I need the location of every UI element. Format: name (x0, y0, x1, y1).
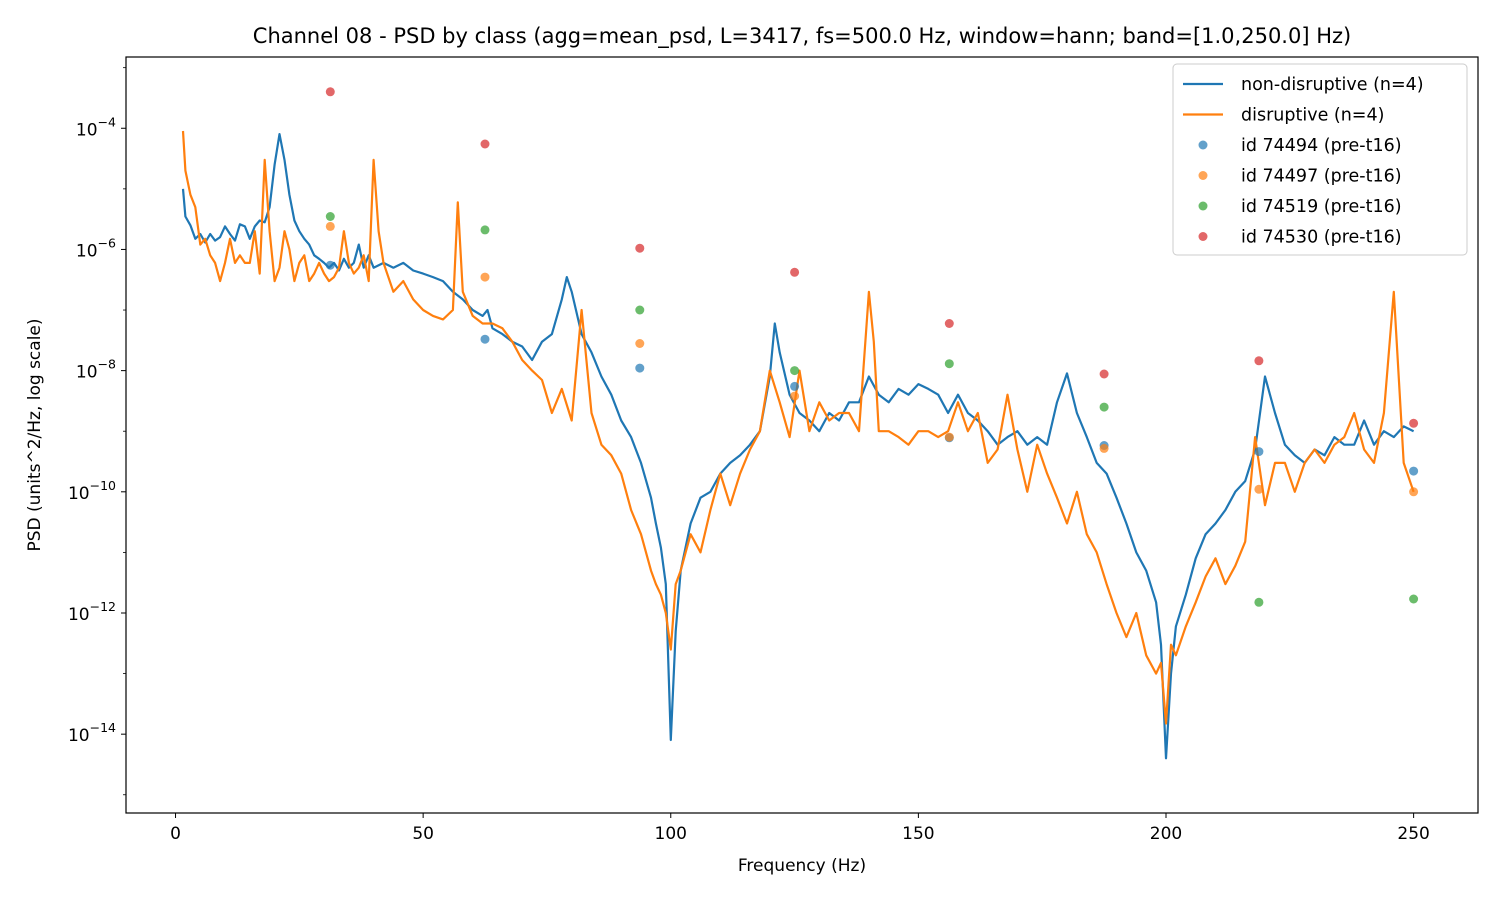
plot-frame (125, 56, 1479, 814)
legend-label-1: disruptive (n=4) (1241, 106, 1384, 126)
scatter-point-1-4 (944, 432, 954, 442)
scatter-point-1-5 (1099, 443, 1109, 453)
y-tick-label-5: 10−4 (76, 114, 116, 140)
scatter-point-0-6 (1254, 447, 1264, 457)
x-tick-label-1: 50 (412, 824, 434, 844)
scatter-point-3-2 (635, 243, 645, 253)
x-tick-label-3: 150 (902, 824, 934, 844)
legend-label-2: id 74494 (pre-t16) (1241, 136, 1402, 156)
scatter-point-3-3 (790, 267, 800, 277)
scatter-point-2-7 (1409, 594, 1419, 604)
scatter-point-3-0 (325, 87, 335, 97)
y-tick-label-1: 10−12 (68, 599, 116, 625)
chart-title: Channel 08 - PSD by class (agg=mean_psd,… (253, 24, 1351, 49)
legend-swatch-2 (1198, 140, 1208, 150)
scatter-layer (325, 87, 1419, 607)
scatter-point-1-0 (325, 221, 335, 231)
scatter-point-2-2 (635, 305, 645, 315)
x-tick-label-5: 250 (1397, 824, 1429, 844)
scatter-point-2-4 (944, 359, 954, 369)
legend-swatch-4 (1198, 201, 1208, 211)
legend-label-0: non-disruptive (n=4) (1241, 75, 1424, 95)
scatter-point-1-3 (790, 391, 800, 401)
scatter-point-1-2 (635, 339, 645, 348)
y-axis: 10−14 10−12 10−10 10−8 10−6 10−4 (68, 67, 126, 796)
x-tick-label-4: 200 (1150, 824, 1182, 844)
x-tick-label-0: 0 (170, 824, 181, 844)
scatter-point-3-6 (1254, 356, 1264, 366)
scatter-point-2-0 (325, 212, 335, 221)
plot-area: 0 50 100 150 200 250 10−1410−1210−1010−810−61… (68, 56, 1479, 844)
scatter-point-1-6 (1254, 484, 1264, 494)
scatter-point-0-3 (790, 381, 800, 391)
scatter-point-2-1 (480, 225, 490, 235)
legend: non-disruptive (n=4) disruptive (n=4) id 7… (1172, 63, 1468, 256)
x-axis: 0 50 100 150 200 250 (170, 813, 1430, 844)
scatter-point-1-7 (1409, 487, 1419, 497)
y-tick-label-4: 10−6 (76, 235, 116, 261)
series-layer (181, 130, 1415, 760)
scatter-point-0-7 (1409, 466, 1419, 476)
y-axis-label: PSD (units^2/Hz, log scale) (25, 318, 45, 551)
y-tick-label-3: 10−8 (76, 357, 116, 383)
scatter-point-0-1 (480, 334, 490, 344)
legend-label-3: id 74497 (pre-t16) (1241, 167, 1402, 187)
legend-swatch-5 (1198, 232, 1208, 241)
legend-swatch-3 (1198, 171, 1208, 180)
series-line-0 (181, 133, 1415, 760)
legend-label-4: id 74519 (pre-t16) (1241, 197, 1402, 217)
legend-frame (1172, 63, 1468, 256)
scatter-point-2-3 (790, 366, 800, 376)
scatter-point-2-6 (1254, 597, 1264, 607)
y-tick-label-2: 10−10 (68, 478, 116, 504)
x-axis-label: Frequency (Hz) (738, 856, 866, 876)
scatter-point-1-1 (480, 272, 490, 282)
scatter-point-0-2 (635, 363, 645, 373)
y-tick-label-0: 10−14 (68, 720, 116, 746)
scatter-point-2-5 (1099, 402, 1109, 412)
series-line-1 (181, 130, 1415, 725)
scatter-point-3-5 (1099, 369, 1109, 379)
legend-label-5: id 74530 (pre-t16) (1241, 228, 1402, 248)
scatter-point-3-1 (480, 139, 490, 149)
x-tick-label-2: 100 (655, 824, 687, 844)
scatter-point-0-0 (325, 260, 335, 270)
scatter-point-3-7 (1409, 418, 1419, 428)
scatter-point-3-4 (944, 319, 954, 328)
